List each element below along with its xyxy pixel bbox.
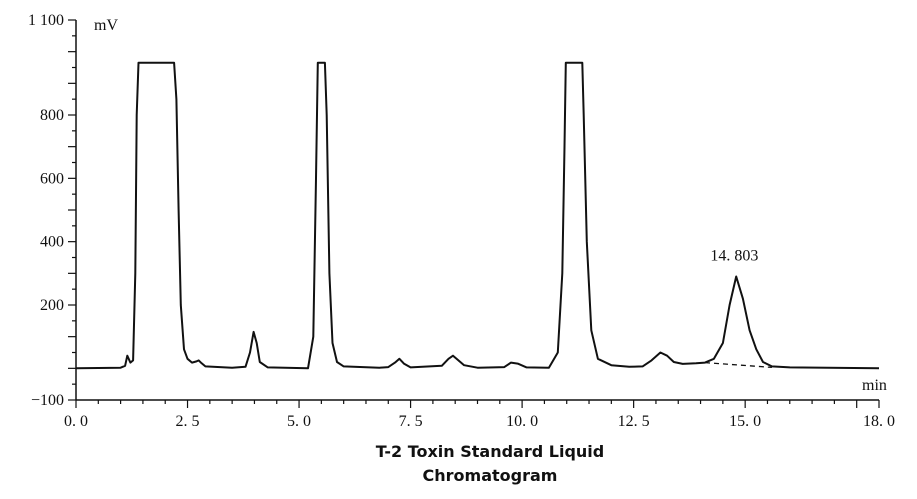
peak-label: 14. 803	[710, 248, 758, 265]
x-axis-label: min	[862, 377, 887, 394]
y-tick-label: 1 100	[28, 12, 64, 29]
peak-annotations: 14. 803	[710, 248, 758, 265]
x-axis: 0. 0 2. 5 5. 0 7. 5 10. 0 12. 5 15. 0 18. 0	[64, 399, 895, 430]
peak-baseline	[704, 361, 772, 369]
y-axis-label: mV	[94, 17, 118, 34]
y-tick-label: 200	[40, 297, 64, 314]
chart-title: T-2 Toxin Standard Liquid Chromatogram	[375, 442, 605, 485]
x-tick-label: 5. 0	[287, 413, 311, 430]
x-tick-label: 18. 0	[863, 413, 895, 430]
chromatogram-trace	[75, 61, 880, 370]
y-tick-label: 800	[40, 107, 64, 124]
x-tick-label: 10. 0	[506, 413, 538, 430]
x-tick-label: 2. 5	[176, 413, 200, 430]
x-tick-label: 7. 5	[399, 413, 423, 430]
y-axis: −100 200 400 600 800 1 100	[28, 12, 77, 409]
x-tick-label: 15. 0	[729, 413, 761, 430]
x-tick-label: 12. 5	[618, 413, 650, 430]
y-tick-label: 400	[40, 234, 64, 251]
x-tick-label: 0. 0	[64, 413, 88, 430]
y-tick-label: 600	[40, 170, 64, 187]
y-tick-label: −100	[31, 392, 64, 409]
